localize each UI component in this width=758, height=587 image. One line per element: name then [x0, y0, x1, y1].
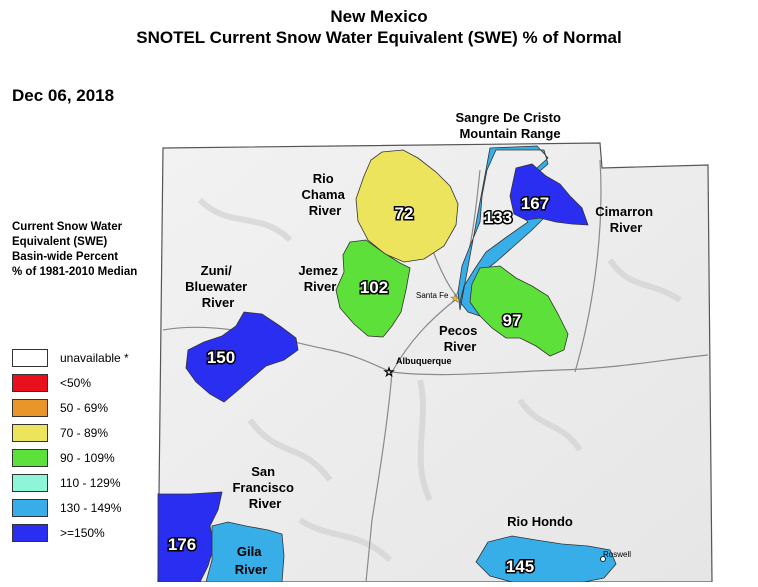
basin-cimarron[interactable]: 167 — [509, 163, 589, 226]
basin-shape — [469, 265, 569, 357]
city-santa-fe: ★ Santa Fe — [416, 291, 460, 305]
basin-value: 167 — [521, 194, 549, 213]
basin-jemez[interactable]: 102 — [335, 239, 411, 338]
legend-heading-line: Current Snow Water — [12, 221, 123, 233]
legend-swatch — [12, 499, 48, 517]
terrain-shading — [197, 197, 682, 563]
basin-shape — [205, 521, 285, 583]
basin-rio-hondo[interactable]: 145 — [475, 535, 617, 583]
city-label: Santa Fe — [416, 291, 449, 300]
city-albuquerque: ☆ Albuquerque — [383, 356, 452, 379]
legend-item: unavailable * — [12, 348, 129, 368]
legend-swatch — [12, 424, 48, 442]
basin-value: 72 — [395, 204, 414, 223]
basin-rio-chama[interactable]: 72 — [355, 149, 459, 263]
legend-label: 90 - 109% — [60, 451, 115, 465]
legend-item: 50 - 69% — [12, 398, 108, 418]
basin-value: 97 — [503, 311, 522, 330]
basin-san-francisco[interactable]: 176 — [157, 491, 223, 583]
basin-value: 145 — [506, 557, 534, 576]
legend-item: >=150% — [12, 523, 105, 543]
legend-swatch — [12, 374, 48, 392]
legend-heading: Current Snow Water Equivalent (SWE) Basi… — [12, 220, 172, 280]
city-roswell: Roswell — [600, 550, 631, 562]
city-label: Roswell — [603, 550, 631, 559]
basin-name-jemez: Jemez River — [298, 263, 341, 294]
basin-gila[interactable] — [205, 521, 285, 583]
legend-label: 130 - 149% — [60, 501, 122, 515]
legend-swatch — [12, 449, 48, 467]
basin-name-sangre: Sangre De Cristo Mountain Range — [455, 110, 564, 141]
basin-shape — [185, 311, 299, 403]
basin-name-cimarron: Cimarron River — [595, 204, 656, 235]
basin-labels: Rio Chama River Jemez River Sangre De Cr… — [185, 110, 656, 577]
basin-value: 176 — [168, 535, 196, 554]
legend-item: 70 - 89% — [12, 423, 108, 443]
basin-shape — [509, 163, 589, 226]
legend-label: 110 - 129% — [60, 476, 121, 490]
legend-heading-line: Equivalent (SWE) — [12, 236, 108, 248]
basin-value: 102 — [360, 278, 388, 297]
map-title: New Mexico — [330, 7, 428, 26]
legend-swatch — [12, 474, 48, 492]
legend-label: 50 - 69% — [60, 401, 109, 415]
legend-heading-line: % of 1981-2010 Median — [12, 266, 138, 278]
legend-label: >=150% — [60, 526, 105, 540]
basin-name-zuni: Zuni/ Bluewater River — [185, 263, 251, 310]
basin-zuni-bluewater[interactable]: 150 — [185, 311, 299, 403]
city-label: Albuquerque — [396, 356, 452, 366]
legend-item: <50% — [12, 373, 91, 393]
date-label: Dec 06, 2018 — [12, 86, 115, 105]
legend-swatch — [12, 399, 48, 417]
star-icon: ☆ — [384, 365, 395, 379]
legend-label: <50% — [60, 376, 92, 390]
map-subtitle: SNOTEL Current Snow Water Equivalent (SW… — [136, 28, 622, 47]
basin-name-rio-chama: Rio Chama River — [302, 171, 349, 218]
basin-shape — [355, 149, 459, 263]
legend-item: 90 - 109% — [12, 448, 115, 468]
basin-name-san-francisco: San Francisco River — [232, 464, 297, 511]
legend-item: 110 - 129% — [12, 473, 121, 493]
basin-shape — [475, 535, 617, 583]
city-dot — [600, 556, 606, 562]
basin-value: 133 — [484, 208, 512, 227]
legend-label: unavailable * — [60, 351, 129, 365]
basin-name-rio-hondo: Rio Hondo — [507, 514, 573, 529]
legend-swatch — [12, 349, 48, 367]
basin-name-gila: Gila River — [235, 544, 268, 577]
legend-label: 70 - 89% — [60, 426, 109, 440]
basin-value: 150 — [207, 348, 235, 367]
legend-swatch — [12, 524, 48, 542]
legend-heading-line: Basin-wide Percent — [12, 251, 119, 263]
legend-item: 130 - 149% — [12, 498, 121, 518]
basin-name-pecos: Pecos River — [439, 323, 481, 354]
star-icon: ★ — [450, 293, 460, 305]
basin-pecos[interactable]: 97 — [469, 265, 569, 357]
basin-shape — [335, 239, 411, 338]
